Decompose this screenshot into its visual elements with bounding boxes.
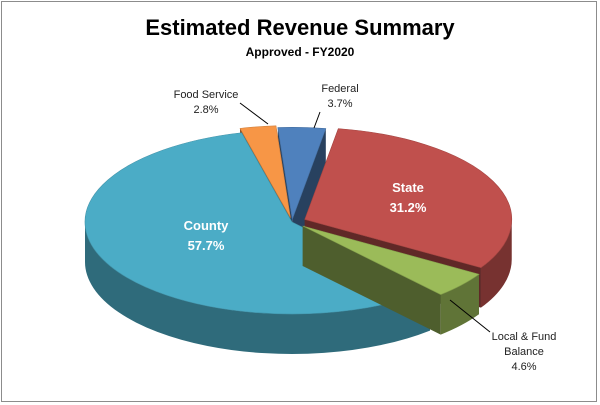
leader-line-food-service [239, 102, 269, 125]
slice-local-fund-balance [302, 225, 480, 335]
pie-slices [84, 125, 512, 355]
label-county-value: 57.7% [188, 238, 225, 253]
label-state-name: State [392, 180, 424, 195]
slice-top [239, 125, 291, 218]
slice-rim [85, 222, 430, 355]
slice-wall [302, 225, 441, 335]
label-local-fund-balance-name: Local & Fund [492, 331, 557, 343]
label-local-fund-balance-name: Balance [504, 346, 544, 358]
slice-top [277, 127, 327, 221]
leader-line-local-fund-balance [449, 299, 491, 333]
slice-rim [440, 274, 479, 335]
leader-line-federal [313, 111, 321, 129]
label-state-value: 31.2% [390, 200, 427, 215]
slice-labels: Federal 3.7% State 31.2% Local & Fund Balance… [174, 83, 557, 373]
label-county-name: County [184, 218, 230, 233]
slice-top [302, 225, 480, 295]
label-local-fund-balance-value: 4.6% [511, 361, 536, 373]
label-federal-value: 3.7% [327, 98, 352, 110]
chart-title: Estimated Revenue Summary [145, 15, 455, 40]
slice-rim [480, 219, 512, 308]
label-food-service-value: 2.8% [193, 104, 218, 116]
label-federal-name: Federal [321, 83, 358, 95]
slice-top [304, 128, 512, 269]
chart-subtitle: Approved - FY2020 [246, 45, 355, 59]
label-food-service-name: Food Service [174, 89, 239, 101]
